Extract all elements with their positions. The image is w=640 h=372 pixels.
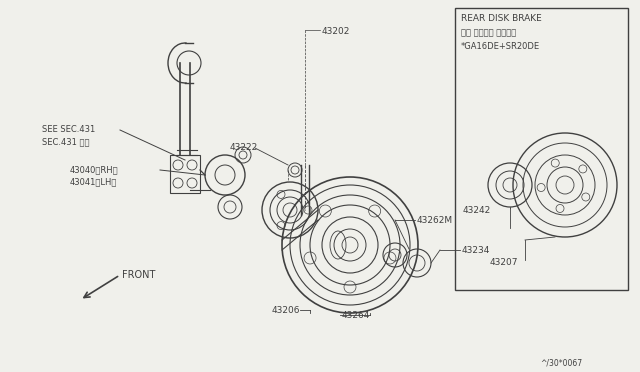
Text: 43041〈LH〉: 43041〈LH〉 [70, 177, 117, 186]
Text: リヤ ディスク ブレーキ: リヤ ディスク ブレーキ [461, 28, 516, 37]
Text: 43262M: 43262M [417, 216, 453, 225]
Text: 43202: 43202 [322, 27, 350, 36]
Text: 43234: 43234 [462, 246, 490, 255]
Text: 43040〈RH〉: 43040〈RH〉 [70, 165, 118, 174]
Text: SEE SEC.431: SEE SEC.431 [42, 125, 95, 134]
Bar [455, 8, 628, 290]
Text: FRONT: FRONT [122, 270, 156, 280]
Text: SEC.431 参照: SEC.431 参照 [42, 137, 90, 146]
Text: 43207: 43207 [490, 258, 518, 267]
Text: REAR DISK BRAKE: REAR DISK BRAKE [461, 14, 541, 23]
Text: 43264: 43264 [342, 311, 371, 320]
Text: 43206: 43206 [272, 306, 301, 315]
Text: *GA16DE+SR20DE: *GA16DE+SR20DE [461, 42, 540, 51]
Text: 43242: 43242 [463, 206, 492, 215]
Text: ^/30*0067: ^/30*0067 [540, 358, 582, 367]
Text: 43222: 43222 [230, 143, 259, 152]
Bar [170, 155, 200, 193]
